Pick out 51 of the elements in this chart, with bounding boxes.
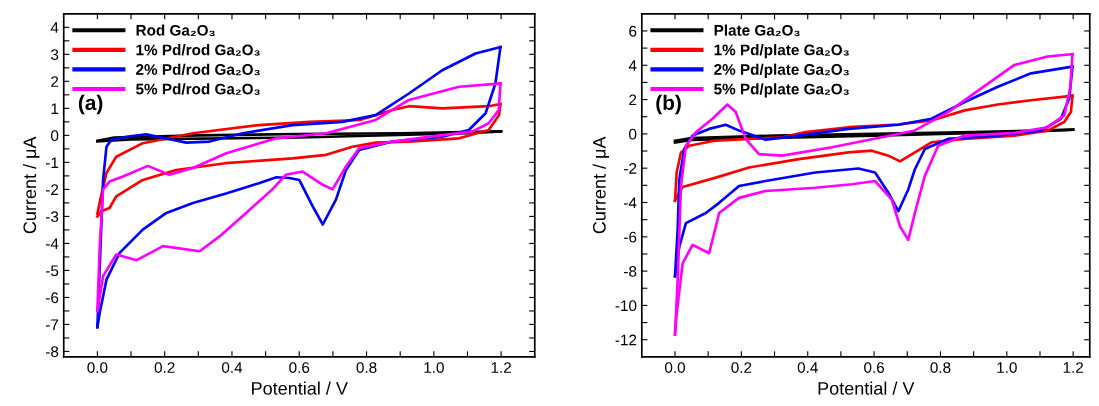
y-tick-label: 0	[50, 130, 59, 142]
x-tick-label: 0.6	[289, 362, 310, 373]
y-tick-label: -4	[624, 197, 637, 209]
y-tick-label: -8	[624, 265, 637, 277]
y-tick-label: -12	[615, 334, 637, 346]
y-axis-title: Current / μA	[22, 136, 40, 234]
y-tick-label: -10	[615, 300, 637, 312]
y-tick-label: -2	[624, 163, 637, 174]
x-tick-label: 0.2	[154, 362, 175, 373]
y-tick-label: -4	[45, 238, 59, 249]
y-tick-label: 3	[50, 49, 59, 61]
y-tick-label: -1	[45, 157, 59, 168]
x-tick-label: 0.2	[731, 362, 752, 373]
y-tick-label: -6	[45, 292, 59, 304]
legend-label: Plate Ga₂O₃	[714, 24, 800, 37]
legend-label: 2% Pd/plate Ga₂O₃	[714, 63, 849, 78]
annotation: (a)	[78, 94, 103, 115]
y-tick-label: -7	[45, 319, 59, 330]
legend-label: Rod Ga₂O₃	[136, 24, 215, 37]
x-tick-label: 0.6	[864, 362, 885, 373]
y-tick-label: -8	[45, 346, 59, 358]
x-axis-title: Potential / V	[818, 381, 915, 395]
y-tick-label: -2	[45, 184, 59, 195]
y-tick-label: 0	[629, 128, 637, 140]
x-tick-label: 1.0	[424, 362, 444, 373]
x-tick-label: 0.0	[87, 362, 108, 373]
x-tick-label: 0.4	[797, 362, 818, 373]
y-tick-label: 4	[628, 60, 637, 71]
y-tick-label: -3	[45, 211, 59, 223]
x-tick-label: 1.2	[1063, 362, 1084, 373]
y-tick-label: 2	[51, 76, 59, 87]
x-axis-title: Potential / V	[252, 381, 348, 395]
y-tick-label: 4	[50, 22, 59, 33]
x-tick-label: 1.2	[491, 362, 511, 373]
x-tick-label: 0.0	[664, 362, 686, 373]
y-tick-label: -5	[45, 265, 59, 277]
legend-label: 5% Pd/plate Ga₂O₃	[714, 83, 849, 98]
y-tick-label: 6	[629, 25, 637, 37]
x-tick-label: 0.4	[221, 362, 243, 373]
x-tick-label: 0.8	[930, 362, 951, 373]
legend-label: 5% Pd/rod Ga₂O₃	[136, 83, 260, 95]
x-tick-label: 1.0	[997, 362, 1017, 373]
legend-label: 2% Pd/rod Ga₂O₃	[136, 63, 260, 76]
legend-label: 1% Pd/plate Ga₂O₃	[714, 44, 849, 59]
y-tick-label: 1	[51, 103, 59, 114]
y-tick-label: -6	[624, 231, 637, 243]
x-tick-label: 0.8	[356, 362, 377, 373]
y-tick-label: 2	[629, 94, 637, 106]
legend-label: 1% Pd/rod Ga₂O₃	[136, 44, 260, 56]
annotation: (b)	[656, 94, 681, 115]
y-axis-title: Current / μA	[592, 136, 610, 234]
